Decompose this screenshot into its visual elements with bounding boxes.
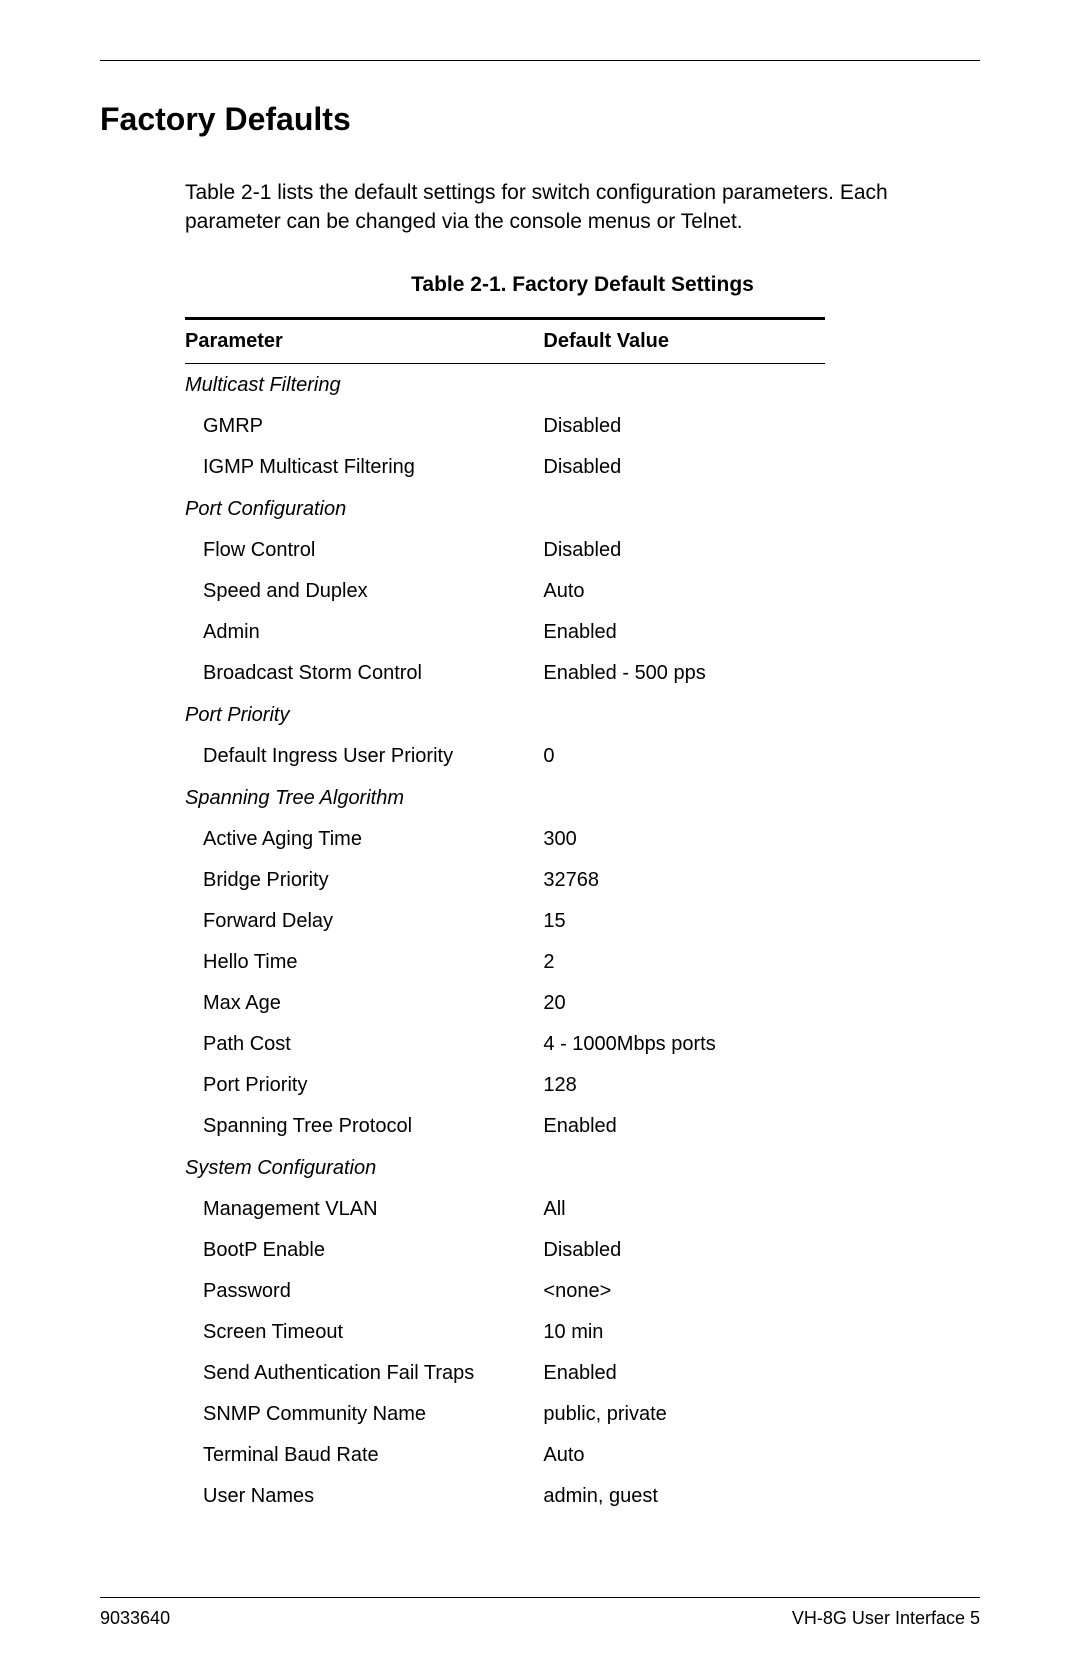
- param-cell: Active Aging Time: [185, 819, 543, 860]
- param-cell: IGMP Multicast Filtering: [185, 447, 543, 488]
- table-row: SNMP Community Name public, private: [185, 1394, 825, 1435]
- value-cell: 10 min: [543, 1312, 825, 1353]
- table-row: Flow Control Disabled: [185, 530, 825, 571]
- page: Factory Defaults Table 2-1 lists the def…: [0, 0, 1080, 1669]
- table-body: Multicast Filtering GMRP Disabled IGMP M…: [185, 363, 825, 1517]
- table-row: Screen Timeout 10 min: [185, 1312, 825, 1353]
- value-cell: 15: [543, 901, 825, 942]
- table-header-row: Parameter Default Value: [185, 320, 825, 364]
- value-cell: 32768: [543, 860, 825, 901]
- table-row: Management VLAN All: [185, 1189, 825, 1230]
- table-row: Terminal Baud Rate Auto: [185, 1435, 825, 1476]
- value-cell: Enabled - 500 pps: [543, 653, 825, 694]
- table-row: Path Cost 4 - 1000Mbps ports: [185, 1024, 825, 1065]
- param-cell: Flow Control: [185, 530, 543, 571]
- param-cell: Screen Timeout: [185, 1312, 543, 1353]
- value-cell: 20: [543, 983, 825, 1024]
- table-row: Port Priority 128: [185, 1065, 825, 1106]
- param-cell: BootP Enable: [185, 1230, 543, 1271]
- section-title: Factory Defaults: [100, 101, 980, 138]
- table-row: Bridge Priority 32768: [185, 860, 825, 901]
- value-cell: 300: [543, 819, 825, 860]
- param-cell: Send Authentication Fail Traps: [185, 1353, 543, 1394]
- group-label: System Configuration: [185, 1147, 825, 1189]
- footer-left: 9033640: [100, 1608, 170, 1629]
- footer-right: VH-8G User Interface 5: [792, 1608, 980, 1629]
- table-row: Hello Time 2: [185, 942, 825, 983]
- table-row: IGMP Multicast Filtering Disabled: [185, 447, 825, 488]
- table-caption: Table 2-1. Factory Default Settings: [185, 273, 980, 297]
- value-cell: <none>: [543, 1271, 825, 1312]
- value-cell: 0: [543, 736, 825, 777]
- value-cell: All: [543, 1189, 825, 1230]
- table-row: Speed and Duplex Auto: [185, 571, 825, 612]
- value-cell: 2: [543, 942, 825, 983]
- table-row: Forward Delay 15: [185, 901, 825, 942]
- group-label: Port Configuration: [185, 488, 825, 530]
- value-cell: Enabled: [543, 612, 825, 653]
- table-row: Broadcast Storm Control Enabled - 500 pp…: [185, 653, 825, 694]
- table-group-row: Port Priority: [185, 694, 825, 736]
- table-row: Send Authentication Fail Traps Enabled: [185, 1353, 825, 1394]
- param-cell: Port Priority: [185, 1065, 543, 1106]
- bottom-rule: [100, 1597, 980, 1598]
- value-cell: Auto: [543, 571, 825, 612]
- group-label: Spanning Tree Algorithm: [185, 777, 825, 819]
- value-cell: Disabled: [543, 447, 825, 488]
- param-cell: SNMP Community Name: [185, 1394, 543, 1435]
- param-cell: Admin: [185, 612, 543, 653]
- factory-defaults-table: Parameter Default Value Multicast Filter…: [185, 317, 825, 1517]
- value-cell: Disabled: [543, 1230, 825, 1271]
- value-cell: Disabled: [543, 406, 825, 447]
- value-cell: Disabled: [543, 530, 825, 571]
- param-cell: Terminal Baud Rate: [185, 1435, 543, 1476]
- table-row: BootP Enable Disabled: [185, 1230, 825, 1271]
- table-group-row: System Configuration: [185, 1147, 825, 1189]
- param-cell: Management VLAN: [185, 1189, 543, 1230]
- param-cell: Bridge Priority: [185, 860, 543, 901]
- intro-paragraph: Table 2-1 lists the default settings for…: [185, 178, 980, 237]
- content-area: Factory Defaults Table 2-1 lists the def…: [100, 101, 980, 1597]
- table-group-row: Port Configuration: [185, 488, 825, 530]
- table-row: Password <none>: [185, 1271, 825, 1312]
- param-cell: Default Ingress User Priority: [185, 736, 543, 777]
- param-cell: Forward Delay: [185, 901, 543, 942]
- value-cell: Enabled: [543, 1106, 825, 1147]
- column-header-default-value: Default Value: [543, 320, 825, 364]
- table-row: Max Age 20: [185, 983, 825, 1024]
- param-cell: User Names: [185, 1476, 543, 1517]
- table-row: User Names admin, guest: [185, 1476, 825, 1517]
- param-cell: Speed and Duplex: [185, 571, 543, 612]
- table-row: Spanning Tree Protocol Enabled: [185, 1106, 825, 1147]
- param-cell: Path Cost: [185, 1024, 543, 1065]
- value-cell: Enabled: [543, 1353, 825, 1394]
- param-cell: Broadcast Storm Control: [185, 653, 543, 694]
- param-cell: Hello Time: [185, 942, 543, 983]
- top-rule: [100, 60, 980, 61]
- param-cell: Password: [185, 1271, 543, 1312]
- param-cell: GMRP: [185, 406, 543, 447]
- value-cell: admin, guest: [543, 1476, 825, 1517]
- param-cell: Max Age: [185, 983, 543, 1024]
- table-row: Active Aging Time 300: [185, 819, 825, 860]
- param-cell: Spanning Tree Protocol: [185, 1106, 543, 1147]
- footer-line: 9033640 VH-8G User Interface 5: [100, 1608, 980, 1629]
- column-header-parameter: Parameter: [185, 320, 543, 364]
- value-cell: 4 - 1000Mbps ports: [543, 1024, 825, 1065]
- value-cell: public, private: [543, 1394, 825, 1435]
- table-row: GMRP Disabled: [185, 406, 825, 447]
- group-label: Port Priority: [185, 694, 825, 736]
- table-group-row: Spanning Tree Algorithm: [185, 777, 825, 819]
- table-group-row: Multicast Filtering: [185, 363, 825, 406]
- value-cell: Auto: [543, 1435, 825, 1476]
- table-row: Default Ingress User Priority 0: [185, 736, 825, 777]
- group-label: Multicast Filtering: [185, 363, 825, 406]
- page-footer: 9033640 VH-8G User Interface 5: [100, 1597, 980, 1629]
- table-row: Admin Enabled: [185, 612, 825, 653]
- value-cell: 128: [543, 1065, 825, 1106]
